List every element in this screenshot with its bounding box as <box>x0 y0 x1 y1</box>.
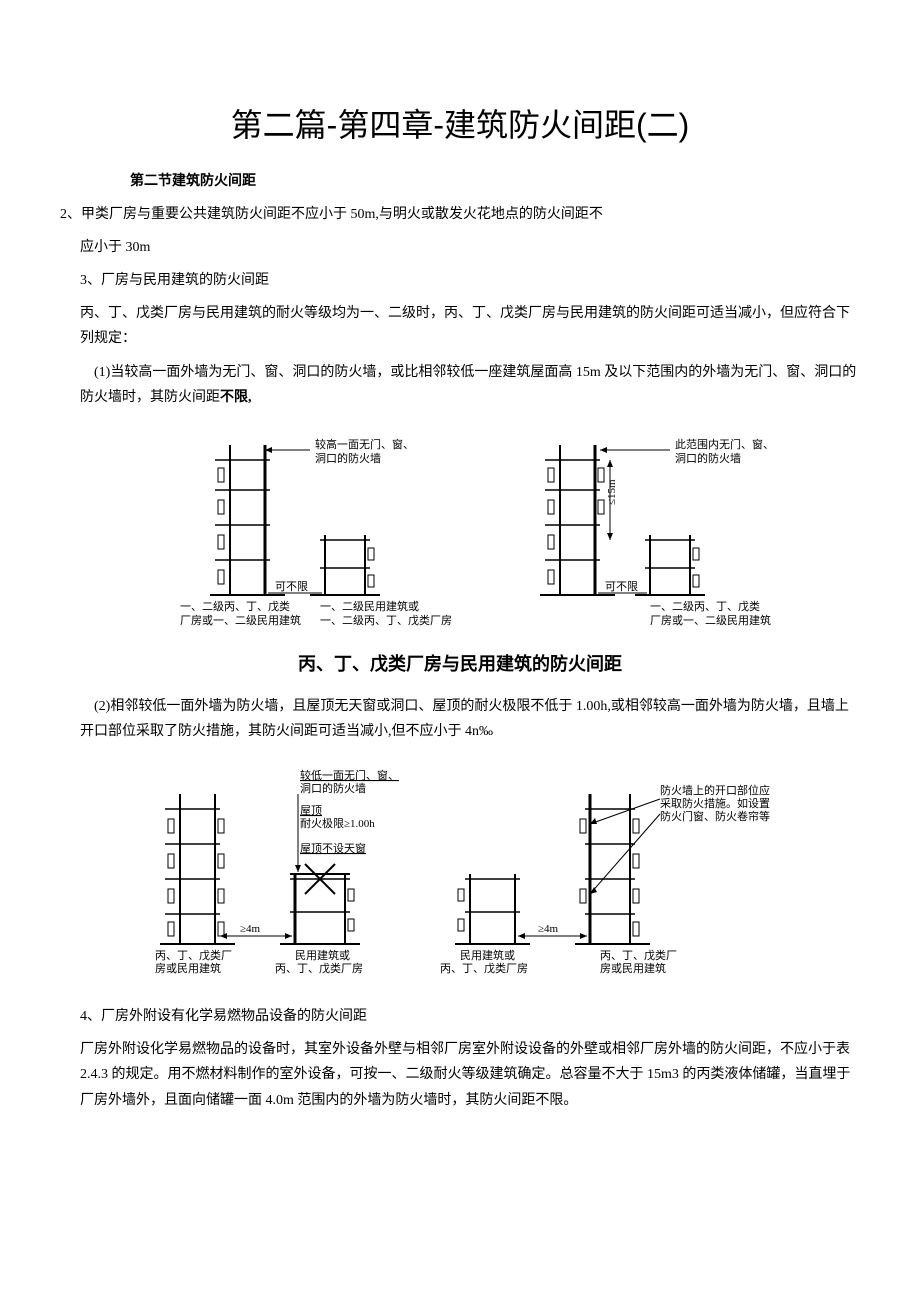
d1-left-mark: 可不限 <box>275 580 308 593</box>
d2-right-top: 防火墙上的开口部位应 <box>660 783 770 797</box>
d2-roof: 屋顶 <box>300 804 322 817</box>
section-header: 第二节建筑防火间距 <box>130 171 860 193</box>
diagram-1-svg: 较高一面无门、窗、 洞口的防火墙 可不限 一、二级丙、丁、戊类 厂房或一、二级民… <box>110 430 810 630</box>
item1-bold: 不限, <box>220 390 252 405</box>
d1-right-mark: 可不限 <box>605 580 638 593</box>
d1-right-bottom2: 厂房或一、二级民用建筑 <box>650 613 771 627</box>
d1-right-dim: ≤15m <box>606 479 618 505</box>
paragraph-3-item2: (2)相邻较低一面外墙为防火墙，且屋顶无天窗或洞口、屋顶的耐火极限不低于 1.0… <box>80 694 860 744</box>
d1-left-label-top2: 洞口的防火墙 <box>315 451 381 465</box>
d2-dim-left: ≥4m <box>240 923 261 935</box>
d2-roof-limit: 耐火极限≥1.00h <box>300 816 375 830</box>
item1-text: (1)当较高一面外墙为无门、窗、洞口的防火墙，或比相邻较低一座建筑屋面高 15m… <box>80 365 856 405</box>
diagram-2-svg: 较低一面无门、窗、 洞口的防火墙 屋顶 耐火极限≥1.00h 屋顶不设天窗 ≥4… <box>100 764 820 984</box>
diagram-1: 较高一面无门、窗、 洞口的防火墙 可不限 一、二级丙、丁、戊类 厂房或一、二级民… <box>60 430 860 630</box>
d2-right-center2: 丙、丁、戊类厂房 <box>440 961 528 975</box>
paragraph-4: 4、厂房外附设有化学易燃物品设备的防火间距 <box>80 1004 860 1029</box>
d2-right-center1: 民用建筑或 <box>460 948 515 962</box>
paragraph-2: 2、甲类厂房与重要公共建筑防火间距不应小于 50m,与明火或散发火花地点的防火间… <box>60 202 860 227</box>
d2-right-top2: 采取防火措施。如设置 <box>660 796 770 810</box>
paragraph-3-body1: 丙、丁、戊类厂房与民用建筑的耐火等级均为一、二级时，丙、丁、戊类厂房与民用建筑的… <box>80 301 860 351</box>
diagram-1-left: 较高一面无门、窗、 洞口的防火墙 可不限 一、二级丙、丁、戊类 厂房或一、二级民… <box>180 437 452 627</box>
d2-left-bottom2: 房或民用建筑 <box>155 961 221 975</box>
diagram-1-caption: 丙、丁、戊类厂房与民用建筑的防火间距 <box>60 650 860 679</box>
paragraph-4-body: 厂房外附设化学易燃物品的设备时，其室外设备外壁与相邻厂房室外附设设备的外壁或相邻… <box>80 1037 860 1113</box>
page-title: 第二篇-第四章-建筑防火间距(二) <box>60 100 860 151</box>
d2-left-top: 较低一面无门、窗、 <box>300 768 399 782</box>
d2-right-top3: 防火门窗、防火卷帘等 <box>660 809 770 823</box>
d1-left-bottom2: 厂房或一、二级民用建筑 <box>180 613 301 627</box>
d2-dim-right: ≥4m <box>538 923 559 935</box>
d1-left-center1: 一、二级民用建筑或 <box>320 599 419 613</box>
paragraph-3-item1: (1)当较高一面外墙为无门、窗、洞口的防火墙，或比相邻较低一座建筑屋面高 15m… <box>80 360 860 410</box>
diagram-1-right: ≤15m 此范围内无门、窗、 洞口的防火墙 可不限 一、二级丙、丁、戊类 厂房或… <box>540 437 774 627</box>
d1-left-center2: 一、二级丙、丁、戊类厂房 <box>320 613 452 627</box>
d2-left-top2: 洞口的防火墙 <box>300 781 366 795</box>
paragraph-3: 3、厂房与民用建筑的防火间距 <box>80 268 860 293</box>
diagram-2: 较低一面无门、窗、 洞口的防火墙 屋顶 耐火极限≥1.00h 屋顶不设天窗 ≥4… <box>60 764 860 984</box>
paragraph-2-cont: 应小于 30m <box>80 235 860 260</box>
d1-left-bottom1: 一、二级丙、丁、戊类 <box>180 599 290 613</box>
diagram-2-left: 较低一面无门、窗、 洞口的防火墙 屋顶 耐火极限≥1.00h 屋顶不设天窗 ≥4… <box>155 768 399 975</box>
d1-right-bottom1: 一、二级丙、丁、戊类 <box>650 599 760 613</box>
d2-no-skylight: 屋顶不设天窗 <box>300 841 366 855</box>
d1-right-label-top2: 洞口的防火墙 <box>675 451 741 465</box>
d2-left-center1: 民用建筑或 <box>295 948 350 962</box>
d2-left-bottom1: 丙、丁、戊类厂 <box>155 948 232 962</box>
d1-right-label-top: 此范围内无门、窗、 <box>675 437 774 451</box>
d2-right-bottom1: 丙、丁、戊类厂 <box>600 948 677 962</box>
diagram-2-right: 防火墙上的开口部位应 采取防火措施。如设置 防火门窗、防火卷帘等 ≥4m 民用建… <box>440 783 770 975</box>
d1-left-label-top: 较高一面无门、窗、 <box>315 437 414 451</box>
d2-right-bottom2: 房或民用建筑 <box>600 961 666 975</box>
d2-left-center2: 丙、丁、戊类厂房 <box>275 961 363 975</box>
